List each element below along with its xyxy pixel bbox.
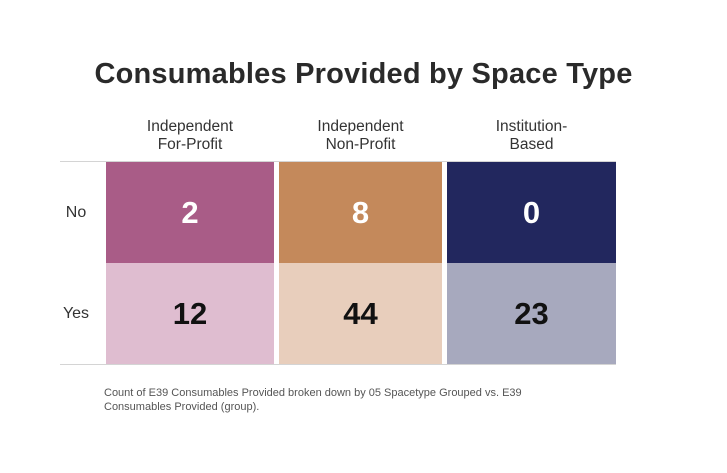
column-header-line: Based — [509, 136, 554, 153]
heatmap-cell: 0 — [447, 162, 616, 263]
heatmap-cell: 23 — [447, 263, 616, 364]
chart-caption: Count of E39 Consumables Provided broken… — [104, 387, 522, 413]
heatmap-cell: 2 — [106, 162, 274, 263]
column-header-line: Independent — [146, 118, 234, 135]
chart-title: Consumables Provided by Space Type — [94, 58, 633, 90]
heatmap-cell: 12 — [106, 263, 274, 364]
row-header: No — [65, 203, 87, 221]
row-header: Yes — [62, 304, 90, 322]
column-header: Institution- Based — [447, 118, 616, 154]
column-header: Independent Non-Profit — [279, 118, 442, 154]
column-header-line: Institution- — [495, 118, 568, 135]
column-header-line: For-Profit — [157, 136, 223, 153]
column-header-line: Independent — [317, 118, 404, 135]
heatmap-cell: 8 — [279, 162, 442, 263]
heatmap-cell: 44 — [279, 263, 442, 364]
top-divider-line — [60, 161, 616, 162]
column-header-line: Non-Profit — [325, 136, 396, 153]
column-header: Independent For-Profit — [106, 118, 274, 154]
bottom-divider-line — [60, 364, 616, 365]
